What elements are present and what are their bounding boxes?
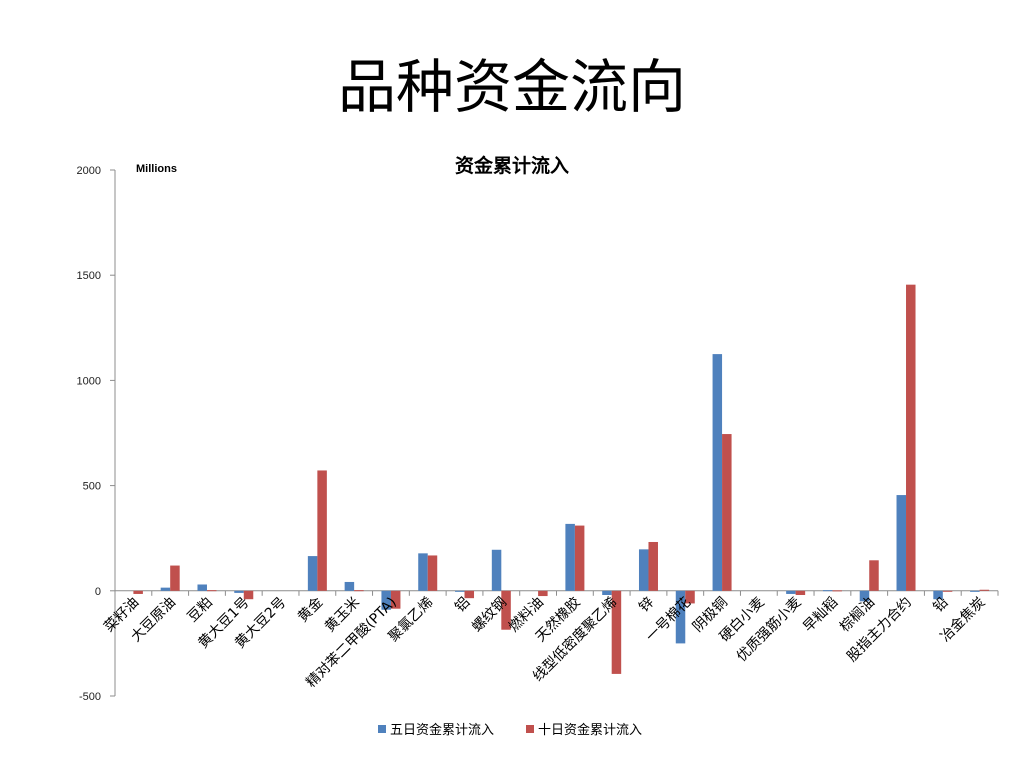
bar-series-1	[160, 587, 171, 591]
x-tick-label: 黄金	[294, 594, 326, 626]
bar-series-2	[354, 590, 364, 592]
page-title: 品种资金流向	[337, 53, 686, 121]
bar-series-2	[133, 590, 143, 594]
unit-label: Millions	[136, 163, 177, 175]
bar-series-2	[427, 555, 438, 591]
bar-series-1	[933, 590, 943, 600]
bar-series-2	[685, 590, 695, 604]
y-tick-label: 0	[95, 586, 101, 598]
bar-series-1	[675, 590, 686, 644]
bar-series-1	[786, 590, 796, 594]
bar-series-2	[611, 590, 622, 674]
bar-series-1	[896, 495, 907, 591]
y-tick-label: 500	[83, 481, 101, 493]
bar-series-2	[206, 590, 217, 592]
y-tick-label: 1500	[77, 270, 101, 282]
bar-series-2	[869, 560, 879, 591]
chart-title: 资金累计流入	[455, 154, 569, 177]
bar-series-1	[712, 354, 723, 591]
bar-series-1	[455, 590, 465, 592]
bar-series-2	[538, 590, 548, 597]
legend: 五日资金累计流入 十日资金累计流入	[378, 722, 642, 738]
bar-series-1	[491, 549, 502, 591]
bar-series-2	[832, 590, 842, 592]
category-labels: 菜籽油大豆原油 豆粕黄大豆1号黄大豆2号 黄金黄玉米精对苯二甲酸(PTA)聚氯乙烯铝…	[101, 594, 988, 691]
bar-series-1	[638, 549, 649, 591]
bar-series-2	[574, 525, 585, 591]
legend-swatch	[378, 725, 386, 733]
x-tick-label: 早籼稻	[800, 594, 841, 635]
bar-series-2	[795, 590, 806, 596]
bar-series-2	[464, 590, 475, 599]
x-tick-label: 豆粕	[185, 594, 216, 625]
bar-series-1	[381, 590, 391, 610]
bar-series-1	[602, 590, 612, 596]
bar-series-2	[648, 541, 658, 591]
bar-series-1	[197, 584, 207, 591]
bar-series-2	[390, 590, 401, 609]
bar-series-1	[234, 590, 244, 593]
bar-series-1	[418, 553, 428, 591]
bar-series-1	[970, 590, 980, 592]
legend-entry: 五日资金累计流入	[390, 722, 494, 738]
legend-entry: 十日资金累计流入	[538, 722, 642, 738]
y-tick-label: -500	[79, 691, 101, 703]
bar-series-2	[501, 590, 511, 630]
bar-series-2	[317, 470, 327, 591]
bar-series-1	[565, 523, 575, 591]
bar-series-2	[942, 590, 953, 592]
axes: -500 0 500 1000 1500 2000	[77, 165, 999, 703]
bar-series-1	[307, 556, 318, 591]
bar-series-2	[979, 589, 990, 591]
x-tick-label: 锌	[636, 594, 657, 615]
bar-series-2	[170, 565, 180, 591]
bar-series-2	[243, 590, 254, 600]
bar-series-1	[822, 590, 833, 592]
y-tick-label: 1000	[77, 375, 101, 387]
bar-series-2	[722, 434, 732, 591]
legend-swatch	[526, 725, 534, 733]
y-tick-label: 2000	[77, 165, 101, 177]
bars	[133, 284, 990, 674]
bar-series-2	[906, 284, 916, 591]
bar-series-1	[859, 590, 870, 602]
bar-series-1	[344, 581, 355, 591]
